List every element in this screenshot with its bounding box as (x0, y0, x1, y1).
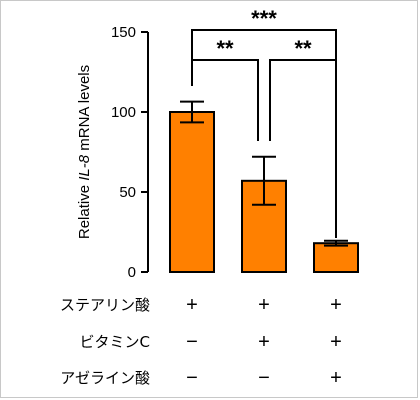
significance-label: ** (216, 36, 234, 61)
condition-label: ビタミンC (80, 333, 150, 351)
condition-mark: − (186, 367, 198, 389)
condition-mark: + (258, 331, 270, 353)
condition-mark: + (330, 294, 342, 316)
condition-mark: − (186, 331, 198, 353)
y-tick-label: 100 (111, 104, 136, 121)
y-axis-label: Relative IL-8 mRNA levels (76, 65, 93, 239)
condition-mark: + (186, 294, 198, 316)
condition-mark: + (258, 294, 270, 316)
y-axis-label-gene: IL-8 (76, 154, 93, 181)
condition-mark: + (330, 331, 342, 353)
condition-label: ステアリン酸 (60, 296, 150, 314)
significance-label: *** (251, 6, 277, 31)
y-tick-label: 50 (119, 184, 136, 201)
bar (313, 242, 359, 273)
y-axis-label-prefix: Relative (76, 181, 93, 239)
y-axis-label-suffix: mRNA levels (76, 65, 93, 155)
significance-label: ** (294, 36, 312, 61)
condition-mark: + (330, 367, 342, 389)
y-tick-label: 150 (111, 24, 136, 41)
y-tick-label: 0 (128, 264, 136, 281)
significance-bracket (191, 29, 337, 238)
condition-label: アゼライン酸 (60, 369, 150, 387)
bar (169, 111, 215, 273)
condition-mark: − (258, 367, 270, 389)
